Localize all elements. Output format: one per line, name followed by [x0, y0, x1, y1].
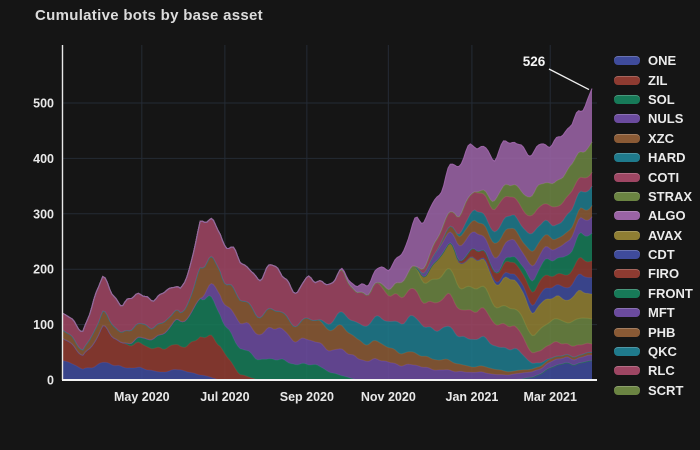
svg-text:May 2020: May 2020: [114, 390, 170, 404]
legend-item-scrt[interactable]: SCRT: [614, 381, 693, 400]
legend-label: AVAX: [648, 227, 683, 243]
legend-label: FRONT: [648, 285, 693, 301]
legend-item-phb[interactable]: PHB: [614, 322, 693, 341]
svg-text:Sep 2020: Sep 2020: [280, 390, 334, 404]
legend-swatch-algo: [614, 211, 640, 221]
svg-text:526: 526: [523, 54, 546, 69]
legend-swatch-qkc: [614, 347, 640, 357]
legend-swatch-one: [614, 56, 640, 66]
legend-label: ALGO: [648, 208, 686, 224]
legend-item-strax[interactable]: STRAX: [614, 187, 693, 206]
svg-text:300: 300: [33, 207, 54, 221]
svg-text:400: 400: [33, 152, 54, 166]
legend-item-cdt[interactable]: CDT: [614, 245, 693, 264]
legend-label: RLC: [648, 363, 675, 379]
legend-item-rlc[interactable]: RLC: [614, 361, 693, 380]
legend-swatch-xzc: [614, 133, 640, 143]
legend: ONE ZIL SOL NULS XZC HARD COTI STRAX ALGO AVAX CDT…: [614, 51, 693, 400]
legend-item-zil[interactable]: ZIL: [614, 70, 693, 89]
legend-item-algo[interactable]: ALGO: [614, 206, 693, 225]
legend-item-avax[interactable]: AVAX: [614, 226, 693, 245]
tick-labels: 0 100 200 300 400 500 May 2020 Jul 2020 Sep 2020…: [33, 97, 577, 405]
legend-swatch-phb: [614, 327, 640, 337]
legend-item-firo[interactable]: FIRO: [614, 264, 693, 283]
legend-swatch-rlc: [614, 366, 640, 376]
legend-swatch-cdt: [614, 250, 640, 260]
legend-swatch-mft: [614, 308, 640, 318]
legend-swatch-strax: [614, 191, 640, 201]
svg-text:500: 500: [33, 97, 54, 111]
legend-item-hard[interactable]: HARD: [614, 148, 693, 167]
legend-label: COTI: [648, 169, 680, 185]
legend-swatch-coti: [614, 172, 640, 182]
legend-label: SCRT: [648, 382, 684, 398]
svg-text:100: 100: [33, 318, 54, 332]
legend-label: ONE: [648, 53, 677, 69]
legend-swatch-avax: [614, 230, 640, 240]
series-bands: [62, 88, 593, 381]
svg-text:Jul 2020: Jul 2020: [200, 390, 249, 404]
peak-annotation: 526: [523, 54, 590, 91]
legend-item-xzc[interactable]: XZC: [614, 129, 693, 148]
legend-label: NULS: [648, 111, 684, 127]
svg-text:Mar 2021: Mar 2021: [523, 390, 577, 404]
legend-item-coti[interactable]: COTI: [614, 167, 693, 186]
legend-swatch-firo: [614, 269, 640, 279]
legend-label: FIRO: [648, 266, 680, 282]
svg-text:200: 200: [33, 263, 54, 277]
legend-swatch-sol: [614, 94, 640, 104]
svg-text:Nov 2020: Nov 2020: [361, 390, 416, 404]
legend-label: XZC: [648, 130, 674, 146]
legend-label: STRAX: [648, 188, 693, 204]
svg-text:0: 0: [47, 374, 54, 388]
legend-label: CDT: [648, 247, 675, 263]
legend-swatch-zil: [614, 75, 640, 85]
legend-swatch-scrt: [614, 385, 640, 395]
legend-item-mft[interactable]: MFT: [614, 303, 693, 322]
svg-text:Jan 2021: Jan 2021: [446, 390, 499, 404]
series-band-algo: [62, 88, 593, 332]
legend-swatch-front: [614, 288, 640, 298]
legend-label: PHB: [648, 324, 676, 340]
legend-swatch-hard: [614, 153, 640, 163]
axes: [61, 45, 597, 381]
legend-label: QKC: [648, 344, 677, 360]
legend-label: HARD: [648, 150, 686, 166]
legend-label: ZIL: [648, 72, 668, 88]
legend-item-front[interactable]: FRONT: [614, 284, 693, 303]
legend-item-nuls[interactable]: NULS: [614, 109, 693, 128]
legend-swatch-nuls: [614, 114, 640, 124]
legend-item-qkc[interactable]: QKC: [614, 342, 693, 361]
legend-item-one[interactable]: ONE: [614, 51, 693, 70]
legend-item-sol[interactable]: SOL: [614, 90, 693, 109]
chart-title: Cumulative bots by base asset: [35, 7, 263, 24]
legend-label: SOL: [648, 91, 675, 107]
legend-label: MFT: [648, 305, 675, 321]
